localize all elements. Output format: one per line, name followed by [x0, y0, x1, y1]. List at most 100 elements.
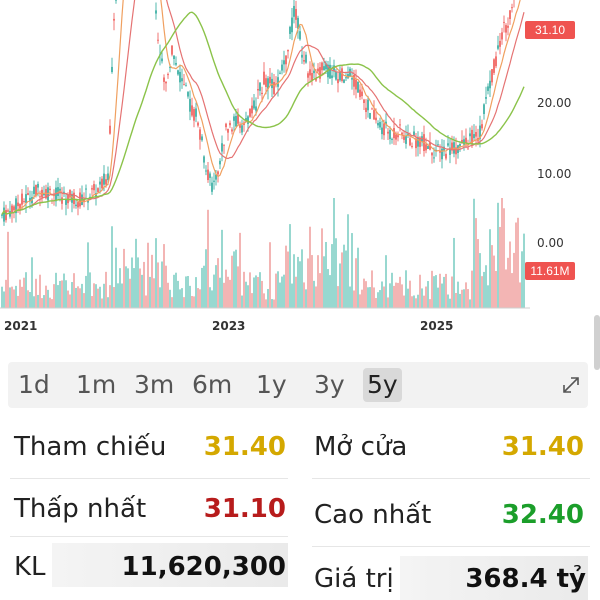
candle-body: [451, 142, 453, 150]
volume-bar: [469, 299, 471, 308]
y-tick-label: 20.00: [537, 96, 572, 110]
volume-bar: [473, 198, 475, 308]
volume-bar: [87, 242, 89, 308]
volume-bar: [33, 296, 35, 308]
volume-bar: [353, 290, 355, 308]
candle-body: [235, 116, 237, 127]
ref-price-value: 31.40: [203, 432, 286, 462]
volume-bar: [307, 258, 309, 308]
range-6m-button[interactable]: 6m: [192, 370, 233, 399]
volume-bar: [277, 271, 279, 308]
volume-bar: [221, 229, 223, 308]
volume-bar: [95, 284, 97, 308]
candle-body: [195, 108, 197, 117]
scrollbar[interactable]: [594, 315, 600, 370]
candle-body: [5, 210, 7, 221]
candle-body: [65, 199, 67, 205]
volume-bar: [233, 251, 235, 308]
candle-body: [281, 64, 283, 71]
candle-body: [253, 100, 255, 109]
candle-body: [183, 84, 185, 86]
candle-body: [361, 91, 363, 97]
candle-body: [237, 113, 239, 124]
range-3y-button[interactable]: 3y: [314, 370, 345, 399]
volume-bar: [391, 272, 393, 308]
volume-bar: [425, 286, 427, 308]
volume-bar: [329, 275, 331, 308]
volume-bar: [309, 226, 311, 308]
volume-bar: [175, 272, 177, 308]
candle-body: [15, 198, 17, 214]
candle-body: [413, 131, 415, 137]
volume-bar: [17, 295, 19, 308]
volume-bar: [323, 256, 325, 308]
candle-body: [255, 106, 257, 111]
range-1d-button[interactable]: 1d: [18, 370, 50, 399]
volume-bar: [415, 298, 417, 308]
candle-body: [505, 25, 507, 33]
expand-icon[interactable]: [558, 372, 584, 398]
volume-bar: [203, 265, 205, 308]
volume-bar: [169, 289, 171, 308]
volume-bar: [137, 257, 139, 308]
volume-bar: [351, 233, 353, 308]
candle-body: [355, 79, 357, 90]
volume-bar: [41, 298, 43, 308]
candle-body: [391, 138, 393, 140]
candle-body: [9, 210, 11, 217]
candle-body: [57, 187, 59, 197]
volume-bar: [215, 265, 217, 308]
range-3m-button[interactable]: 3m: [134, 370, 175, 399]
candle-body: [369, 113, 371, 119]
volume-bar: [265, 299, 267, 308]
volume-bar: [127, 268, 129, 308]
trade-value-value: 368.4 tỷ: [465, 564, 586, 594]
volume-bar: [43, 295, 45, 308]
volume-bar: [485, 265, 487, 308]
candle-body: [389, 130, 391, 140]
candle-body: [341, 68, 343, 81]
volume-bar: [101, 298, 103, 308]
candle-body: [325, 63, 327, 70]
candle-body: [7, 210, 9, 212]
candle-body: [261, 92, 263, 95]
candle-body: [431, 152, 433, 156]
volume-bars: [1, 198, 525, 308]
volume-bar: [333, 198, 335, 308]
volume-bar: [223, 282, 225, 308]
volume-bar: [489, 229, 491, 308]
candle-body: [219, 160, 221, 165]
volume-bar: [163, 244, 165, 308]
range-5y-button[interactable]: 5y: [363, 368, 402, 402]
candle-body: [75, 204, 77, 207]
candle-body: [3, 207, 5, 222]
volume-value: 11,620,300: [121, 552, 286, 582]
y-tick-label: 0.00: [537, 236, 564, 250]
candle-body: [165, 81, 167, 84]
candle-body: [71, 193, 73, 203]
candle-body: [395, 134, 397, 140]
volume-bar: [519, 282, 521, 308]
candle-body: [309, 69, 311, 76]
candle-body: [481, 124, 483, 129]
volume-bar: [399, 276, 401, 308]
volume-bar: [193, 296, 195, 308]
range-1m-button[interactable]: 1m: [76, 370, 117, 399]
candle-body: [475, 132, 477, 137]
candle-body: [205, 170, 207, 172]
candle-body: [411, 145, 413, 147]
price-chart[interactable]: [0, 0, 600, 345]
volume-bar: [281, 276, 283, 308]
candle-body: [455, 147, 457, 155]
candle-body: [157, 39, 159, 41]
candle-body: [321, 62, 323, 71]
volume-bar: [93, 283, 95, 308]
range-1y-button[interactable]: 1y: [256, 370, 287, 399]
volume-bar: [201, 267, 203, 308]
candle-body: [63, 191, 65, 193]
volume-bar: [63, 273, 65, 308]
volume-bar: [27, 290, 29, 308]
volume-bar: [377, 292, 379, 308]
volume-bar: [321, 228, 323, 308]
candle-body: [387, 131, 389, 134]
